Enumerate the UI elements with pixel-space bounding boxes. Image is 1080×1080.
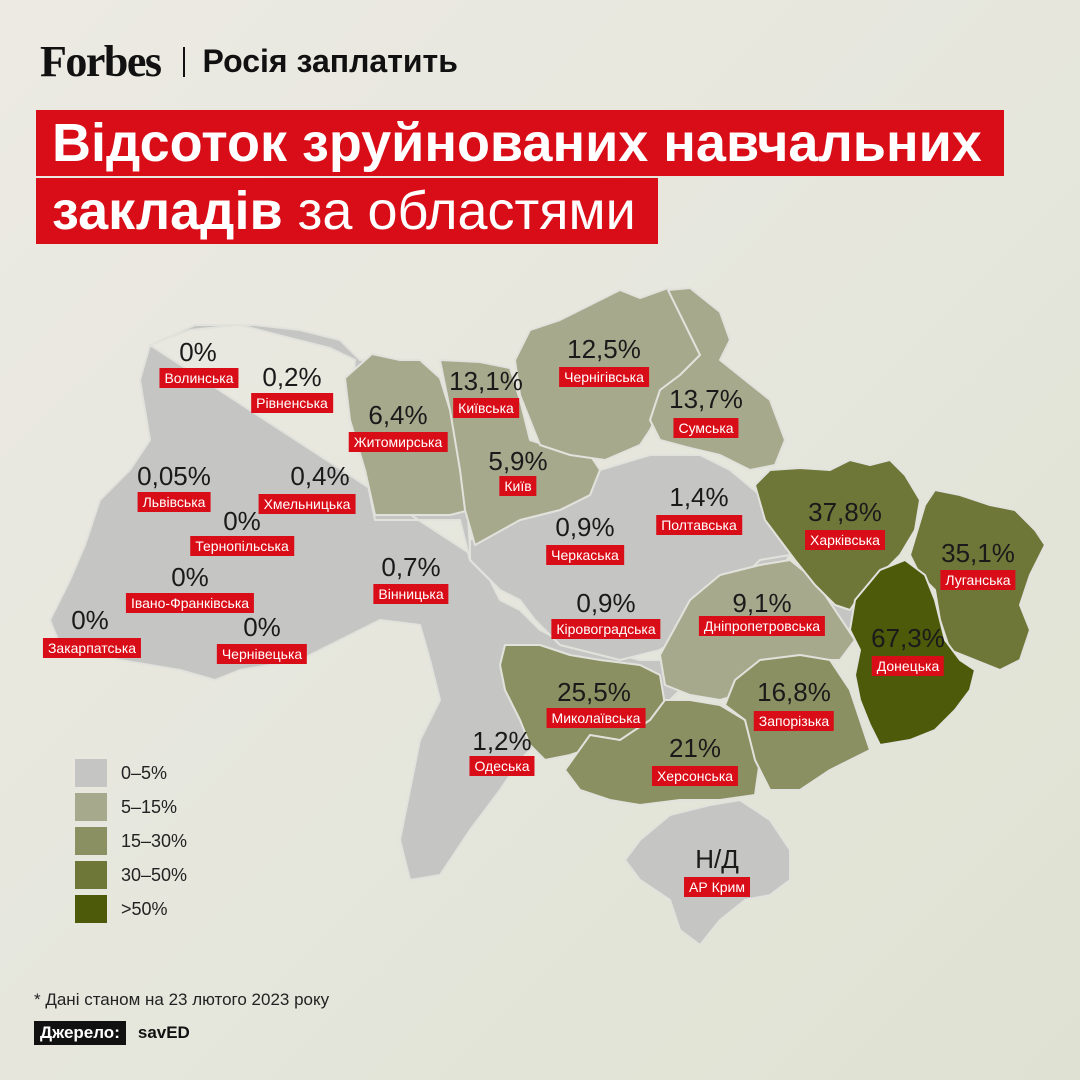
legend-swatch bbox=[75, 827, 107, 855]
series-title: Росія заплатить bbox=[202, 43, 458, 79]
legend-label: 5–15% bbox=[121, 796, 178, 817]
region-label: Львівська bbox=[137, 492, 211, 512]
region-value: 21% bbox=[668, 733, 722, 763]
region-label: Полтавська bbox=[656, 515, 742, 535]
region-label: Донецька bbox=[871, 656, 945, 676]
legend-swatch bbox=[75, 861, 107, 889]
region-label: Сумська bbox=[673, 418, 739, 438]
region-value: 1,4% bbox=[669, 482, 729, 512]
header-divider bbox=[182, 46, 185, 77]
region-value: 0% bbox=[243, 612, 281, 642]
title-line-1: Відсоток зруйнованих навчальних bbox=[36, 110, 1004, 176]
region-value: 0% bbox=[179, 337, 217, 367]
source-value: savED bbox=[137, 1023, 190, 1042]
region-value: 25,5% bbox=[557, 677, 631, 707]
legend-item: 0–5% bbox=[75, 756, 187, 790]
region-value: 1,2% bbox=[472, 726, 532, 756]
region-label: Запорізька bbox=[753, 711, 835, 731]
region-value: 5,9% bbox=[488, 446, 548, 476]
region-label: АР Крим bbox=[684, 877, 750, 897]
region-value: 0,2% bbox=[262, 362, 322, 392]
footnote: * Дані станом на 23 лютого 2023 року bbox=[34, 990, 330, 1009]
region-value: 0% bbox=[223, 506, 261, 536]
legend: 0–5% 5–15% 15–30% 30–50% >50% bbox=[75, 756, 187, 926]
title-line-2: закладів за областями bbox=[36, 178, 658, 244]
region-value: 0% bbox=[71, 605, 109, 635]
legend-label: 30–50% bbox=[121, 864, 188, 885]
legend-swatch bbox=[75, 793, 107, 821]
region-label: Миколаївська bbox=[546, 708, 646, 728]
legend-item: >50% bbox=[75, 892, 187, 926]
source-line: Джерело: savED bbox=[34, 1021, 190, 1045]
region-value: 0,4% bbox=[290, 461, 350, 491]
legend-item: 30–50% bbox=[75, 858, 187, 892]
legend-label: 15–30% bbox=[121, 830, 188, 851]
region-label: Вінницька bbox=[373, 584, 449, 604]
region-value: 16,8% bbox=[757, 677, 831, 707]
region-value: 67,3% bbox=[871, 623, 945, 653]
title-rest: за областями bbox=[282, 181, 636, 241]
region-label: Волинська bbox=[159, 368, 239, 388]
region-value: 13,1% bbox=[449, 366, 523, 396]
region-label: Чернівецька bbox=[216, 644, 308, 664]
region-value: 0,9% bbox=[576, 588, 636, 618]
legend-label: 0–5% bbox=[121, 762, 168, 783]
region-label: Кіровоградська bbox=[551, 619, 661, 639]
legend-item: 15–30% bbox=[75, 824, 187, 858]
region-crimea bbox=[624, 799, 791, 946]
region-value: 0,05% bbox=[137, 461, 211, 491]
region-value: 0,7% bbox=[381, 552, 441, 582]
legend-item: 5–15% bbox=[75, 790, 187, 824]
region-value: 0,9% bbox=[555, 512, 615, 542]
region-label: Херсонська bbox=[651, 766, 739, 786]
region-label: Рівненська bbox=[251, 393, 333, 413]
region-label: Черкаська bbox=[546, 545, 624, 565]
region-donetska bbox=[849, 559, 976, 746]
region-value: 13,7% bbox=[669, 384, 743, 414]
region-label: Тернопільська bbox=[190, 536, 294, 556]
legend-swatch bbox=[75, 759, 107, 787]
region-value: 9,1% bbox=[732, 588, 792, 618]
region-value: 6,4% bbox=[368, 400, 428, 430]
region-value: 37,8% bbox=[808, 497, 882, 527]
region-value: Н/Д bbox=[695, 844, 739, 874]
legend-swatch bbox=[75, 895, 107, 923]
masthead: Forbes Росія заплатить bbox=[40, 36, 458, 87]
region-label: Дніпропетровська bbox=[698, 616, 826, 636]
region-value: 12,5% bbox=[567, 334, 641, 364]
region-label: Одеська bbox=[469, 756, 535, 776]
region-label: Житомирська bbox=[348, 432, 448, 452]
region-label: Чернігівська bbox=[559, 367, 649, 387]
source-label: Джерело: bbox=[34, 1021, 126, 1045]
region-label: Івано-Франківська bbox=[125, 593, 255, 613]
region-label: Київська bbox=[453, 398, 519, 418]
region-label: Луганська bbox=[940, 570, 1016, 590]
forbes-logo: Forbes bbox=[40, 37, 162, 86]
region-label: Київ bbox=[499, 476, 537, 496]
region-value: 0% bbox=[171, 562, 209, 592]
region-label: Хмельницька bbox=[258, 494, 356, 514]
region-label: Закарпатська bbox=[42, 638, 142, 658]
legend-label: >50% bbox=[121, 898, 168, 919]
title-bold-word: закладів bbox=[52, 181, 283, 241]
region-value: 35,1% bbox=[941, 538, 1015, 568]
region-label: Харківська bbox=[805, 530, 885, 550]
